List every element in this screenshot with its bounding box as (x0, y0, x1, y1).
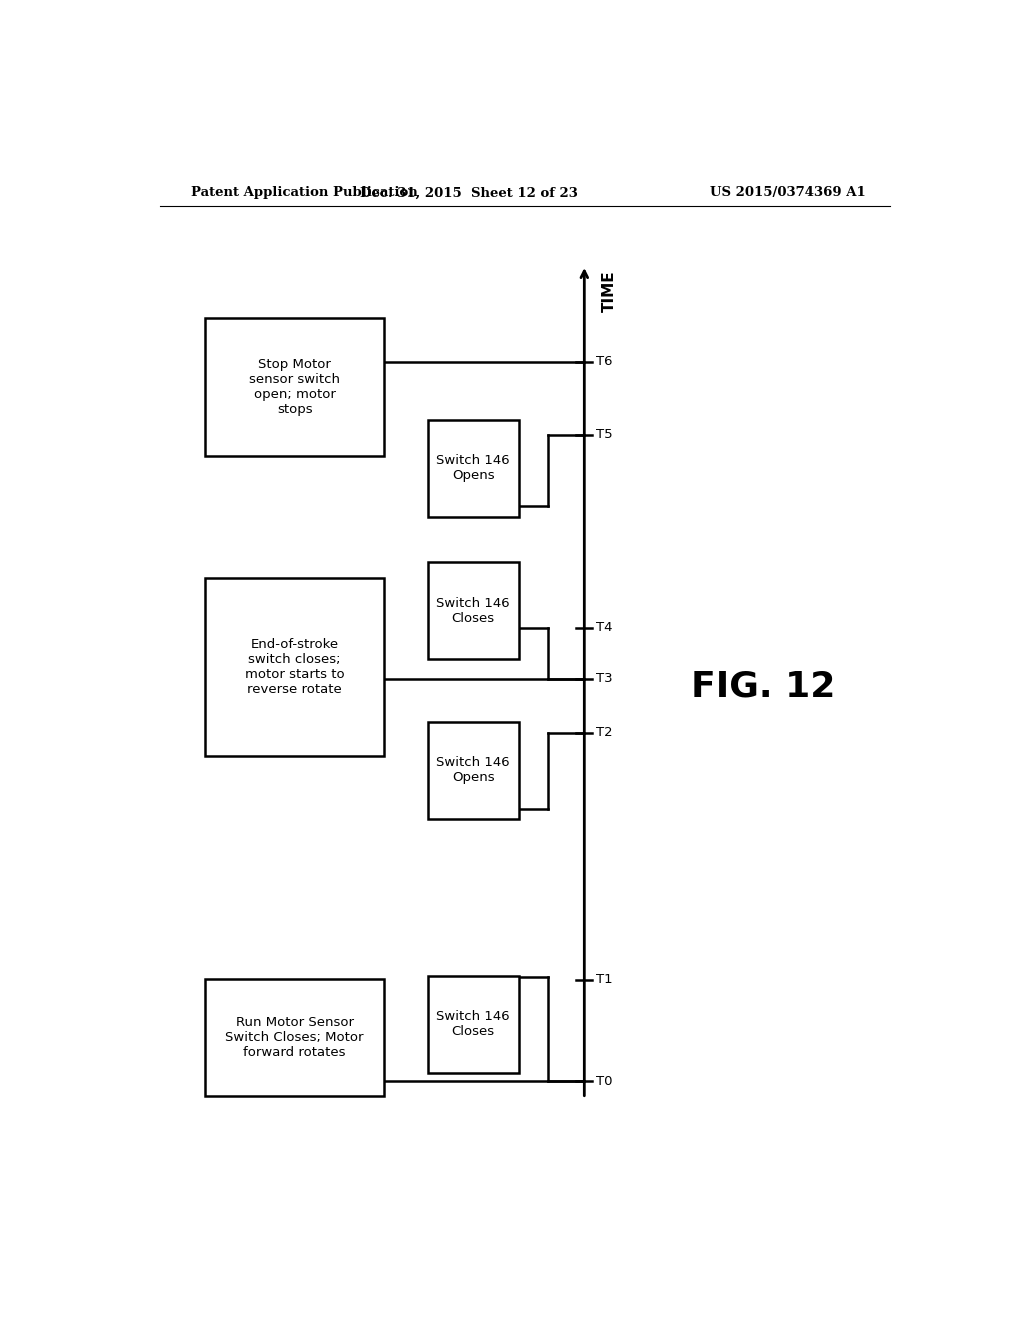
Text: Switch 146
Closes: Switch 146 Closes (436, 597, 510, 624)
Text: T0: T0 (596, 1074, 612, 1088)
Text: Dec. 31, 2015  Sheet 12 of 23: Dec. 31, 2015 Sheet 12 of 23 (360, 186, 579, 199)
Text: TIME: TIME (602, 271, 616, 312)
Text: T2: T2 (596, 726, 612, 739)
Text: T1: T1 (596, 973, 612, 986)
FancyBboxPatch shape (428, 562, 519, 659)
Text: T3: T3 (596, 672, 612, 685)
FancyBboxPatch shape (206, 578, 384, 755)
FancyBboxPatch shape (206, 318, 384, 455)
Text: Switch 146
Closes: Switch 146 Closes (436, 1010, 510, 1039)
Text: US 2015/0374369 A1: US 2015/0374369 A1 (711, 186, 866, 199)
Text: Switch 146
Opens: Switch 146 Opens (436, 756, 510, 784)
Text: End-of-stroke
switch closes;
motor starts to
reverse rotate: End-of-stroke switch closes; motor start… (245, 638, 344, 696)
FancyBboxPatch shape (428, 975, 519, 1073)
Text: Patent Application Publication: Patent Application Publication (191, 186, 418, 199)
FancyBboxPatch shape (428, 722, 519, 818)
FancyBboxPatch shape (206, 979, 384, 1096)
FancyBboxPatch shape (428, 420, 519, 516)
Text: Run Motor Sensor
Switch Closes; Motor
forward rotates: Run Motor Sensor Switch Closes; Motor fo… (225, 1016, 364, 1059)
Text: Stop Motor
sensor switch
open; motor
stops: Stop Motor sensor switch open; motor sto… (249, 358, 340, 416)
Text: T5: T5 (596, 429, 612, 441)
Text: FIG. 12: FIG. 12 (691, 671, 835, 704)
Text: Switch 146
Opens: Switch 146 Opens (436, 454, 510, 482)
Text: T6: T6 (596, 355, 612, 368)
Text: T4: T4 (596, 622, 612, 635)
